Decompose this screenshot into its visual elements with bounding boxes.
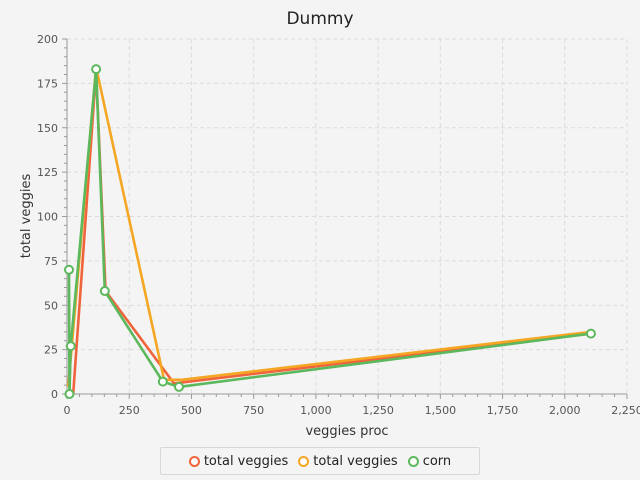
data-point (174, 381, 184, 392)
data-point (91, 64, 102, 75)
legend-swatch (298, 455, 310, 467)
x-tick-label: 0 (64, 404, 71, 417)
data-point (65, 341, 76, 352)
x-tick-label: 1,250 (362, 404, 394, 417)
x-tick-label: 750 (243, 404, 264, 417)
legend-item-2: total veggies (298, 453, 398, 469)
legend-label: corn (422, 453, 452, 469)
series-line-1 (67, 69, 592, 396)
y-tick-label: 200 (37, 33, 58, 46)
data-point (157, 376, 168, 387)
legend: total veggies total veggies corn (160, 447, 480, 475)
plot-area (63, 64, 596, 399)
x-tick-label: 1,500 (425, 404, 457, 417)
x-axis-label: veggies proc (305, 424, 388, 439)
y-tick-label: 25 (44, 344, 58, 357)
y-tick-label: 175 (37, 77, 58, 90)
x-tick-label: 250 (119, 404, 140, 417)
x-tick-label: 1,000 (300, 404, 332, 417)
legend-swatch (407, 455, 419, 467)
y-axis-label: total veggies (19, 174, 34, 259)
x-tick-label: 1,750 (487, 404, 519, 417)
x-tick-label: 2,000 (549, 404, 581, 417)
data-point (99, 286, 110, 297)
legend-label: total veggies (203, 453, 289, 469)
chart-title: Dummy (286, 9, 353, 29)
x-tick-label: 2,250 (611, 404, 640, 417)
y-tick-label: 125 (37, 166, 58, 179)
series-line-2 (66, 66, 592, 388)
y-tick-label: 50 (44, 299, 58, 312)
data-point (63, 264, 74, 275)
legend-item-3: corn (407, 453, 452, 469)
data-point (585, 328, 596, 339)
y-tick-label: 75 (44, 255, 58, 268)
legend-label: total veggies (313, 453, 398, 469)
x-tick-label: 500 (181, 404, 202, 417)
y-tick-label: 100 (37, 211, 58, 224)
legend-item-1: total veggies (188, 453, 289, 469)
axes: 0 250 500 750 1,000 1,250 1,500 1,750 2,000 2,250… (37, 33, 640, 417)
y-tick-label: 0 (51, 388, 58, 401)
y-tick-label: 150 (37, 122, 58, 135)
legend-swatch (188, 455, 200, 467)
data-point (64, 389, 75, 399)
